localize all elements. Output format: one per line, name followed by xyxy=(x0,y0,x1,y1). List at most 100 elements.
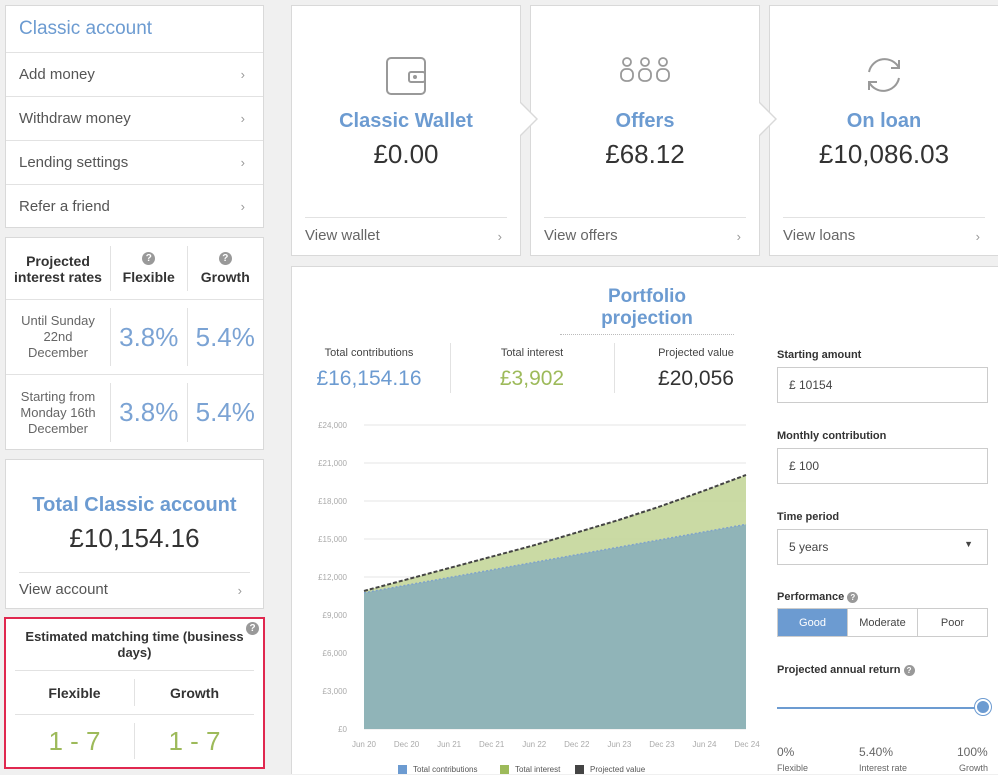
x-tick-label: Dec 21 xyxy=(479,740,505,749)
card-amount: £10,086.03 xyxy=(818,139,950,169)
total-account-card: Total Classic account £10,154.16 View ac… xyxy=(5,459,264,609)
divider xyxy=(614,343,615,393)
growth-rate: 5.4% xyxy=(195,397,255,427)
x-tick-label: Jun 22 xyxy=(522,740,547,749)
contributions-area xyxy=(364,524,746,729)
stat-label: Total interest xyxy=(500,347,564,359)
card-amount: £68.12 xyxy=(605,139,685,169)
performance-toggle: Good Moderate Poor xyxy=(777,608,988,637)
link-label: View loans xyxy=(783,227,856,244)
y-tick-label: £21,000 xyxy=(318,459,347,468)
view-account-link[interactable]: View account › xyxy=(19,572,250,598)
slider-max-label: Growth xyxy=(959,763,989,773)
projected-value-line xyxy=(363,474,747,592)
chevron-right-icon: › xyxy=(240,199,245,214)
x-tick-label: Dec 20 xyxy=(394,740,420,749)
view-offers-link[interactable]: View offers › xyxy=(544,217,746,250)
x-tick-label: Jun 21 xyxy=(437,740,462,749)
starting-amount-label: Starting amount xyxy=(777,349,862,361)
return-slider-track[interactable] xyxy=(777,707,985,709)
x-tick-label: Jun 20 xyxy=(352,740,377,749)
legend-swatch xyxy=(398,765,407,774)
account-menu: Classic account Add money › Withdraw mone… xyxy=(5,5,264,228)
flexible-header: ? Flexible xyxy=(110,246,187,291)
slider-max-value: 100% xyxy=(957,745,988,759)
rate-row: Until Sunday 22nd December 3.8% 5.4% xyxy=(6,300,263,375)
help-icon[interactable]: ? xyxy=(903,664,915,676)
portfolio-title: Portfolio projection xyxy=(560,286,734,335)
link-label: View offers xyxy=(544,227,618,244)
rate-row-label: Until Sunday 22nd December xyxy=(21,313,95,360)
help-icon[interactable]: ? xyxy=(246,622,259,635)
offers-card: Offers £68.12 View offers › xyxy=(530,5,760,256)
performance-moderate-button[interactable]: Moderate xyxy=(847,609,917,636)
help-icon[interactable]: ? xyxy=(847,591,859,603)
stat-value: £20,056 xyxy=(658,367,734,390)
starting-amount-input[interactable]: £ 10154 xyxy=(777,367,988,403)
stat-value: £3,902 xyxy=(499,367,565,390)
performance-good-button[interactable]: Good xyxy=(778,609,847,636)
flow-arrow xyxy=(759,103,775,135)
view-loans-link[interactable]: View loans › xyxy=(783,217,985,250)
lending-settings-item[interactable]: Lending settings › xyxy=(6,141,263,185)
stat-projected: Projected value £20,056 xyxy=(624,347,768,391)
chevron-right-icon: › xyxy=(240,111,245,126)
matching-growth-value: 1 - 7 xyxy=(168,725,221,756)
x-tick-label: Jun 23 xyxy=(607,740,632,749)
y-tick-label: £6,000 xyxy=(323,649,348,658)
stat-label: Total contributions xyxy=(324,347,414,359)
rates-header-label: Projected interest rates xyxy=(14,252,102,285)
annual-return-label-text: Projected annual return xyxy=(777,664,901,676)
select-value: 5 years xyxy=(789,540,829,554)
view-wallet-link[interactable]: View wallet › xyxy=(305,217,507,250)
x-tick-label: Dec 24 xyxy=(734,740,760,749)
interest-rates-table: Projected interest rates ? Flexible ? Grow… xyxy=(5,237,264,450)
slider-min-label: Flexible xyxy=(777,763,809,773)
growth-label: Growth xyxy=(200,269,250,285)
y-tick-label: £12,000 xyxy=(318,573,347,582)
link-label: View wallet xyxy=(305,227,380,244)
refer-friend-item[interactable]: Refer a friend › xyxy=(6,185,263,229)
legend-swatch xyxy=(500,765,509,774)
help-icon[interactable]: ? xyxy=(142,252,156,265)
projection-chart: £24,000 £21,000 £18,000 £15,000 £12,000 £9,00… xyxy=(318,421,760,774)
y-tick-label: £0 xyxy=(338,725,347,734)
time-period-select[interactable]: 5 years ▼ xyxy=(777,529,988,565)
slider-mid-value: 5.40% xyxy=(859,745,894,759)
legend-label: Total contributions xyxy=(413,765,477,774)
growth-header: ? Growth xyxy=(186,246,264,291)
matching-flexible-label: Flexible xyxy=(48,684,101,701)
chevron-right-icon: › xyxy=(237,583,242,598)
legend-label: Total interest xyxy=(515,765,561,774)
link-label: View account xyxy=(19,581,108,598)
matching-time-card: ? Estimated matching time (business days… xyxy=(4,617,265,769)
performance-label-text: Performance xyxy=(777,591,845,603)
return-slider-handle[interactable] xyxy=(975,699,991,715)
matching-title: Estimated matching time (business days) xyxy=(15,629,254,671)
rate-row: Starting from Monday 16th December 3.8% … xyxy=(6,375,263,450)
portfolio-projection-panel: Portfolio projection Total contributions… xyxy=(291,266,998,774)
rate-row-label: Starting from Monday 16th December xyxy=(20,388,96,436)
menu-item-label: Add money xyxy=(19,66,95,83)
time-period-label: Time period xyxy=(777,511,840,523)
y-tick-label: £15,000 xyxy=(318,535,347,544)
flow-arrow xyxy=(520,103,536,135)
contributions-line xyxy=(363,523,747,594)
withdraw-money-item[interactable]: Withdraw money › xyxy=(6,97,263,141)
monthly-contribution-label: Monthly contribution xyxy=(777,430,887,442)
help-icon[interactable]: ? xyxy=(218,252,232,265)
x-tick-label: Dec 22 xyxy=(564,740,590,749)
on-loan-card: On loan £10,086.03 View loans › xyxy=(769,5,998,256)
add-money-item[interactable]: Add money › xyxy=(6,53,263,97)
chevron-right-icon: › xyxy=(240,155,245,170)
monthly-contribution-input[interactable]: £ 100 xyxy=(777,448,988,484)
slider-mid-label: Interest rate xyxy=(859,763,908,773)
divider xyxy=(450,343,451,393)
y-tick-label: £3,000 xyxy=(323,687,348,696)
wallet-card: Classic Wallet £0.00 View wallet › xyxy=(291,5,521,256)
card-title: Classic Wallet xyxy=(339,110,473,132)
matching-growth-label: Growth xyxy=(170,684,219,701)
stat-interest: Total interest £3,902 xyxy=(460,347,604,391)
performance-poor-button[interactable]: Poor xyxy=(917,609,987,636)
card-amount: £0.00 xyxy=(373,139,439,169)
